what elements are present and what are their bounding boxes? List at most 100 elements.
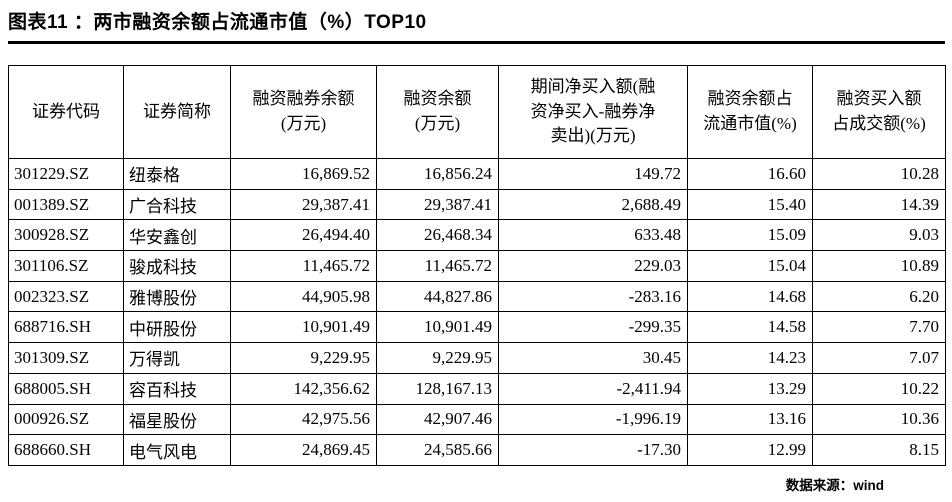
table-cell-period-net-buy: -2,411.94 xyxy=(498,372,688,405)
table-row: 000926.SZ 福星股份 42,975.56 42,907.46 -1,996.19… xyxy=(8,403,946,436)
table-cell-period-net-buy: 2,688.49 xyxy=(498,188,688,221)
column-header-line: (万元) xyxy=(414,114,461,133)
table-cell-balance-to-float-cap-pct: 15.09 xyxy=(687,219,813,252)
column-header-margin-balance-total: 融资融券余额 (万元) xyxy=(230,65,377,159)
table-cell-security-code: 001389.SZ xyxy=(8,188,124,221)
column-header-line: 期间净买入额(融 xyxy=(530,77,656,97)
table-cell-financing-balance: 29,387.41 xyxy=(376,188,499,221)
table-cell-financing-balance: 128,167.13 xyxy=(376,372,499,405)
table-cell-buy-to-turnover-pct: 14.39 xyxy=(812,188,946,221)
table-cell-buy-to-turnover-pct: 6.20 xyxy=(812,280,946,313)
column-header-balance-to-float-cap-pct: 融资余额占流通市值(%) xyxy=(687,65,813,159)
table-body: 301229.SZ 纽泰格 16,869.52 16,856.24 149.72 16.6… xyxy=(8,158,946,466)
table-cell-balance-to-float-cap-pct: 14.68 xyxy=(687,280,813,313)
table-cell-security-code: 300928.SZ xyxy=(8,219,124,252)
table-cell-buy-to-turnover-pct: 10.89 xyxy=(812,250,946,282)
table-cell-margin-balance-total: 26,494.40 xyxy=(230,219,377,252)
column-header-line: (万元) xyxy=(280,114,327,133)
table-cell-balance-to-float-cap-pct: 16.60 xyxy=(687,158,813,190)
table-cell-security-name: 骏成科技 xyxy=(123,250,231,282)
column-header-line: 融资融券余额 xyxy=(252,89,355,109)
column-header-line: 融资余额占 xyxy=(707,89,793,109)
table-cell-security-code: 002323.SZ xyxy=(8,280,124,313)
table-cell-balance-to-float-cap-pct: 15.40 xyxy=(687,188,813,221)
table-cell-security-name: 福星股份 xyxy=(123,403,231,436)
table-cell-period-net-buy: 30.45 xyxy=(498,342,688,374)
table-cell-security-name: 雅博股份 xyxy=(123,280,231,313)
table-cell-balance-to-float-cap-pct: 13.29 xyxy=(687,372,813,405)
table-cell-balance-to-float-cap-pct: 14.58 xyxy=(687,311,813,344)
table-cell-period-net-buy: -17.30 xyxy=(498,434,688,466)
table-cell-security-name: 中研股份 xyxy=(123,311,231,344)
title-underline-rule xyxy=(8,41,945,44)
column-header-line: 卖出)(万元) xyxy=(550,126,636,146)
table-cell-financing-balance: 16,856.24 xyxy=(376,158,499,190)
table-row: 002323.SZ 雅博股份 44,905.98 44,827.86 -283.16 14… xyxy=(8,280,946,313)
table-cell-security-code: 301106.SZ xyxy=(8,250,124,282)
column-header-security-name: 证券简称 xyxy=(123,65,231,159)
table-cell-margin-balance-total: 29,387.41 xyxy=(230,188,377,221)
table-row: 301229.SZ 纽泰格 16,869.52 16,856.24 149.72 16.6… xyxy=(8,158,946,190)
table-row: 688660.SH 电气风电 24,869.45 24,585.66 -17.30 12.… xyxy=(8,434,946,466)
table-cell-financing-balance: 10,901.49 xyxy=(376,311,499,344)
table-cell-financing-balance: 42,907.46 xyxy=(376,403,499,436)
table-cell-financing-balance: 26,468.34 xyxy=(376,219,499,252)
table-cell-period-net-buy: -1,996.19 xyxy=(498,403,688,436)
table-cell-security-code: 000926.SZ xyxy=(8,403,124,436)
column-header-line: 融资买入额 xyxy=(836,89,922,109)
column-header-financing-balance: 融资余额 (万元) xyxy=(376,65,499,159)
table-cell-period-net-buy: 149.72 xyxy=(498,158,688,190)
table-cell-margin-balance-total: 24,869.45 xyxy=(230,434,377,466)
column-header-buy-to-turnover-pct: 融资买入额占成交额(%) xyxy=(812,65,946,159)
table-cell-financing-balance: 44,827.86 xyxy=(376,280,499,313)
table-cell-margin-balance-total: 16,869.52 xyxy=(230,158,377,190)
table-row: 300928.SZ 华安鑫创 26,494.40 26,468.34 633.48 15.… xyxy=(8,219,946,252)
table-cell-security-code: 688716.SH xyxy=(8,311,124,344)
table-cell-balance-to-float-cap-pct: 15.04 xyxy=(687,250,813,282)
table-cell-financing-balance: 24,585.66 xyxy=(376,434,499,466)
table-cell-margin-balance-total: 44,905.98 xyxy=(230,280,377,313)
table-header-row: 证券代码 证券简称 融资融券余额 (万元) 融资余额 (万元) 期间净买入额(融 资净买入-融… xyxy=(8,65,946,159)
table-cell-buy-to-turnover-pct: 10.36 xyxy=(812,403,946,436)
table-cell-security-code: 688660.SH xyxy=(8,434,124,466)
table-row: 688716.SH 中研股份 10,901.49 10,901.49 -299.35 14… xyxy=(8,311,946,344)
table-cell-financing-balance: 9,229.95 xyxy=(376,342,499,374)
table-cell-security-name: 华安鑫创 xyxy=(123,219,231,252)
table-cell-margin-balance-total: 9,229.95 xyxy=(230,342,377,374)
table-cell-balance-to-float-cap-pct: 12.99 xyxy=(687,434,813,466)
table-cell-buy-to-turnover-pct: 8.15 xyxy=(812,434,946,466)
table-cell-buy-to-turnover-pct: 7.70 xyxy=(812,311,946,344)
table-row: 688005.SH 容百科技 142,356.62 128,167.13 -2,411.… xyxy=(8,372,946,405)
table-cell-security-name: 电气风电 xyxy=(123,434,231,466)
table-cell-security-code: 301229.SZ xyxy=(8,158,124,190)
column-header-security-code: 证券代码 xyxy=(8,65,124,159)
column-header-line: 资净买入-融券净 xyxy=(530,101,656,121)
table-cell-margin-balance-total: 10,901.49 xyxy=(230,311,377,344)
table-cell-security-name: 广合科技 xyxy=(123,188,231,221)
table-row: 001389.SZ 广合科技 29,387.41 29,387.41 2,688.49 1… xyxy=(8,188,946,221)
table-cell-margin-balance-total: 142,356.62 xyxy=(230,372,377,405)
data-source-note: 数据来源：wind xyxy=(785,478,884,493)
table-cell-balance-to-float-cap-pct: 14.23 xyxy=(687,342,813,374)
table-header: 证券代码 证券简称 融资融券余额 (万元) 融资余额 (万元) 期间净买入额(融 资净买入-融… xyxy=(8,65,946,159)
table-cell-margin-balance-total: 11,465.72 xyxy=(230,250,377,282)
table-cell-period-net-buy: 229.03 xyxy=(498,250,688,282)
table-cell-buy-to-turnover-pct: 9.03 xyxy=(812,219,946,252)
column-header-line: 流通市值(%) xyxy=(703,114,797,133)
table-row: 301309.SZ 万得凯 9,229.95 9,229.95 30.45 14.23 7.… xyxy=(8,342,946,374)
table-cell-period-net-buy: -299.35 xyxy=(498,311,688,344)
column-header-period-net-buy: 期间净买入额(融 资净买入-融券净 卖出)(万元) xyxy=(498,65,688,159)
table-cell-security-code: 688005.SH xyxy=(8,372,124,405)
column-header-line: 证券简称 xyxy=(143,101,211,121)
table-cell-buy-to-turnover-pct: 7.07 xyxy=(812,342,946,374)
table-cell-buy-to-turnover-pct: 10.22 xyxy=(812,372,946,405)
column-header-line: 证券代码 xyxy=(32,101,100,121)
table-cell-security-name: 纽泰格 xyxy=(123,158,231,190)
table-cell-security-name: 万得凯 xyxy=(123,342,231,374)
table-cell-security-name: 容百科技 xyxy=(123,372,231,405)
table-cell-financing-balance: 11,465.72 xyxy=(376,250,499,282)
column-header-line: 占成交额(%) xyxy=(832,114,926,133)
table-cell-period-net-buy: -283.16 xyxy=(498,280,688,313)
financing-balance-top10-table: 证券代码 证券简称 融资融券余额 (万元) 融资余额 (万元) 期间净买入额(融 资净买入-融… xyxy=(8,65,946,466)
figure-title: 图表11 ：两市融资余额占流通市值（%）TOP10 xyxy=(8,12,427,33)
